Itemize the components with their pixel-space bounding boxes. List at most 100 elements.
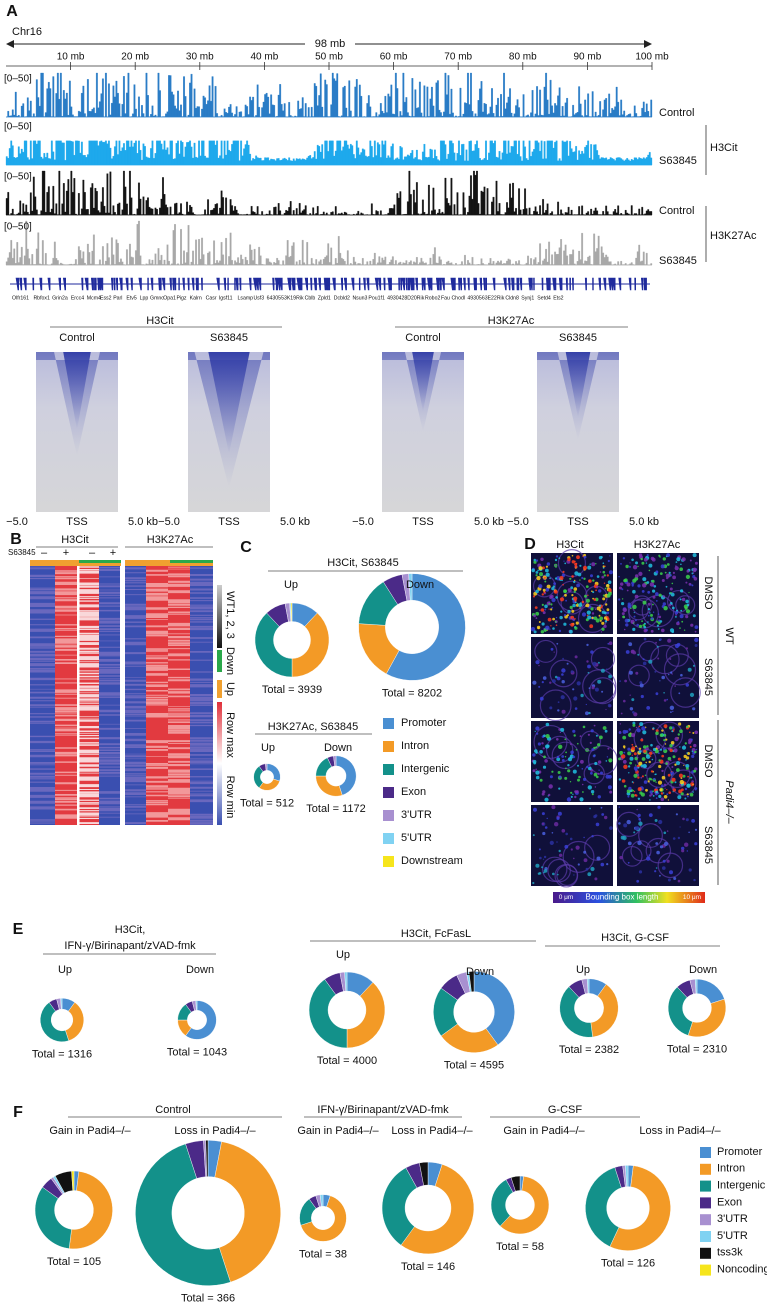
cell-outline (534, 639, 558, 663)
condition-label: S63845 (559, 332, 597, 344)
donut-total: Total = 1316 (32, 1049, 92, 1061)
signal-dot (544, 580, 547, 583)
signal-dot (543, 755, 546, 759)
signal-dot (572, 755, 576, 759)
signal-dot (647, 590, 651, 594)
legend-label: Up (224, 682, 236, 696)
donut-segment (625, 1165, 629, 1187)
panel-label: D (524, 536, 536, 553)
signal-dot (651, 557, 656, 562)
signal-dot (595, 746, 598, 749)
signal-dot (584, 594, 587, 598)
signal-dot (674, 611, 679, 615)
signal-dot (668, 791, 671, 794)
signal-dot (581, 768, 584, 770)
range-label: [0–50] (4, 222, 32, 233)
signal-dot (569, 781, 572, 783)
signal-dot (605, 603, 608, 606)
donut-segment (214, 1141, 281, 1283)
signal-dot (672, 575, 676, 580)
signal-dot (558, 775, 562, 779)
signal-dot (694, 625, 699, 629)
signal-dot (622, 615, 625, 619)
heatmap-column (55, 566, 77, 825)
signal-dot (675, 561, 678, 563)
signal-dot (570, 586, 574, 590)
signal-dot (540, 630, 545, 634)
legend-swatch (700, 1264, 711, 1276)
signal-dot (635, 745, 637, 748)
donut-total: Total = 105 (47, 1256, 101, 1268)
signal-dot (590, 607, 594, 611)
signal-dot (532, 834, 535, 837)
signal-dot (539, 609, 541, 611)
donut-title: Down (466, 966, 494, 978)
top-annot (170, 560, 213, 563)
signal-dot (628, 728, 631, 731)
signal-dot (561, 755, 565, 758)
group-label: H3K27Ac, S63845 (268, 721, 359, 733)
signal-dot (606, 619, 608, 621)
signal-dot (681, 620, 684, 623)
signal-dot (555, 566, 557, 568)
signal-dot (623, 764, 628, 769)
signal-dot (589, 563, 591, 565)
legend-label: Row max (224, 712, 236, 758)
x-tick-label: 20 mb (121, 52, 149, 63)
signal-dot (689, 745, 692, 748)
mark-label: H3K27Ac (710, 230, 757, 242)
signal-dot (634, 574, 639, 578)
signal-dot (663, 606, 668, 611)
signal-dot (623, 784, 627, 788)
signal-dot (573, 590, 576, 593)
signal-dot (622, 557, 626, 560)
donut-total: Total = 512 (240, 797, 294, 809)
signal-dot (675, 616, 677, 618)
signal-dot (638, 624, 643, 629)
signal-dot (574, 565, 578, 568)
signal-dot (650, 770, 654, 773)
signal-dot (671, 771, 673, 773)
donut-segment (308, 979, 348, 1049)
signal-dot (659, 572, 663, 575)
signal-dot (662, 859, 666, 863)
signal-dot (627, 861, 630, 864)
signal-dot (593, 598, 597, 601)
signal-dot (622, 607, 627, 613)
signal-dot (553, 651, 555, 653)
signal-dot (540, 608, 545, 612)
legend-label: 3'UTR (401, 809, 432, 821)
signal-dot (663, 795, 668, 799)
signal-dot (680, 609, 683, 612)
signal-dot (571, 594, 574, 597)
signal-dot (587, 565, 592, 570)
signal-dot (685, 767, 689, 770)
signal-dot (565, 767, 567, 770)
signal-dot (571, 575, 574, 578)
signal-dot (659, 733, 664, 737)
signal-dot (564, 562, 567, 565)
signal-dot (595, 589, 597, 592)
signal-dot (655, 842, 659, 845)
signal-dot (676, 768, 680, 772)
signal-dot (644, 774, 647, 777)
signal-dot (655, 867, 658, 869)
signal-dot (661, 729, 664, 732)
signal-dot (651, 579, 655, 584)
signal-dot (555, 624, 558, 626)
signal-dot (690, 776, 693, 779)
x-tick-label: 80 mb (509, 52, 537, 63)
signal-dot (681, 557, 686, 562)
signal-dot (685, 756, 690, 760)
group-label: H3Cit (146, 315, 174, 327)
signal-dot (543, 578, 545, 580)
signal-dot (585, 711, 589, 716)
signal-dot (550, 594, 554, 599)
donut-segment (315, 775, 343, 797)
signal-dot (536, 625, 541, 630)
signal-dot (535, 611, 540, 616)
signal-dot (619, 586, 622, 590)
signal-dot (665, 762, 668, 765)
gene-name: Mcm4 (87, 295, 101, 301)
gene-name: Pou1f1 (368, 295, 385, 301)
